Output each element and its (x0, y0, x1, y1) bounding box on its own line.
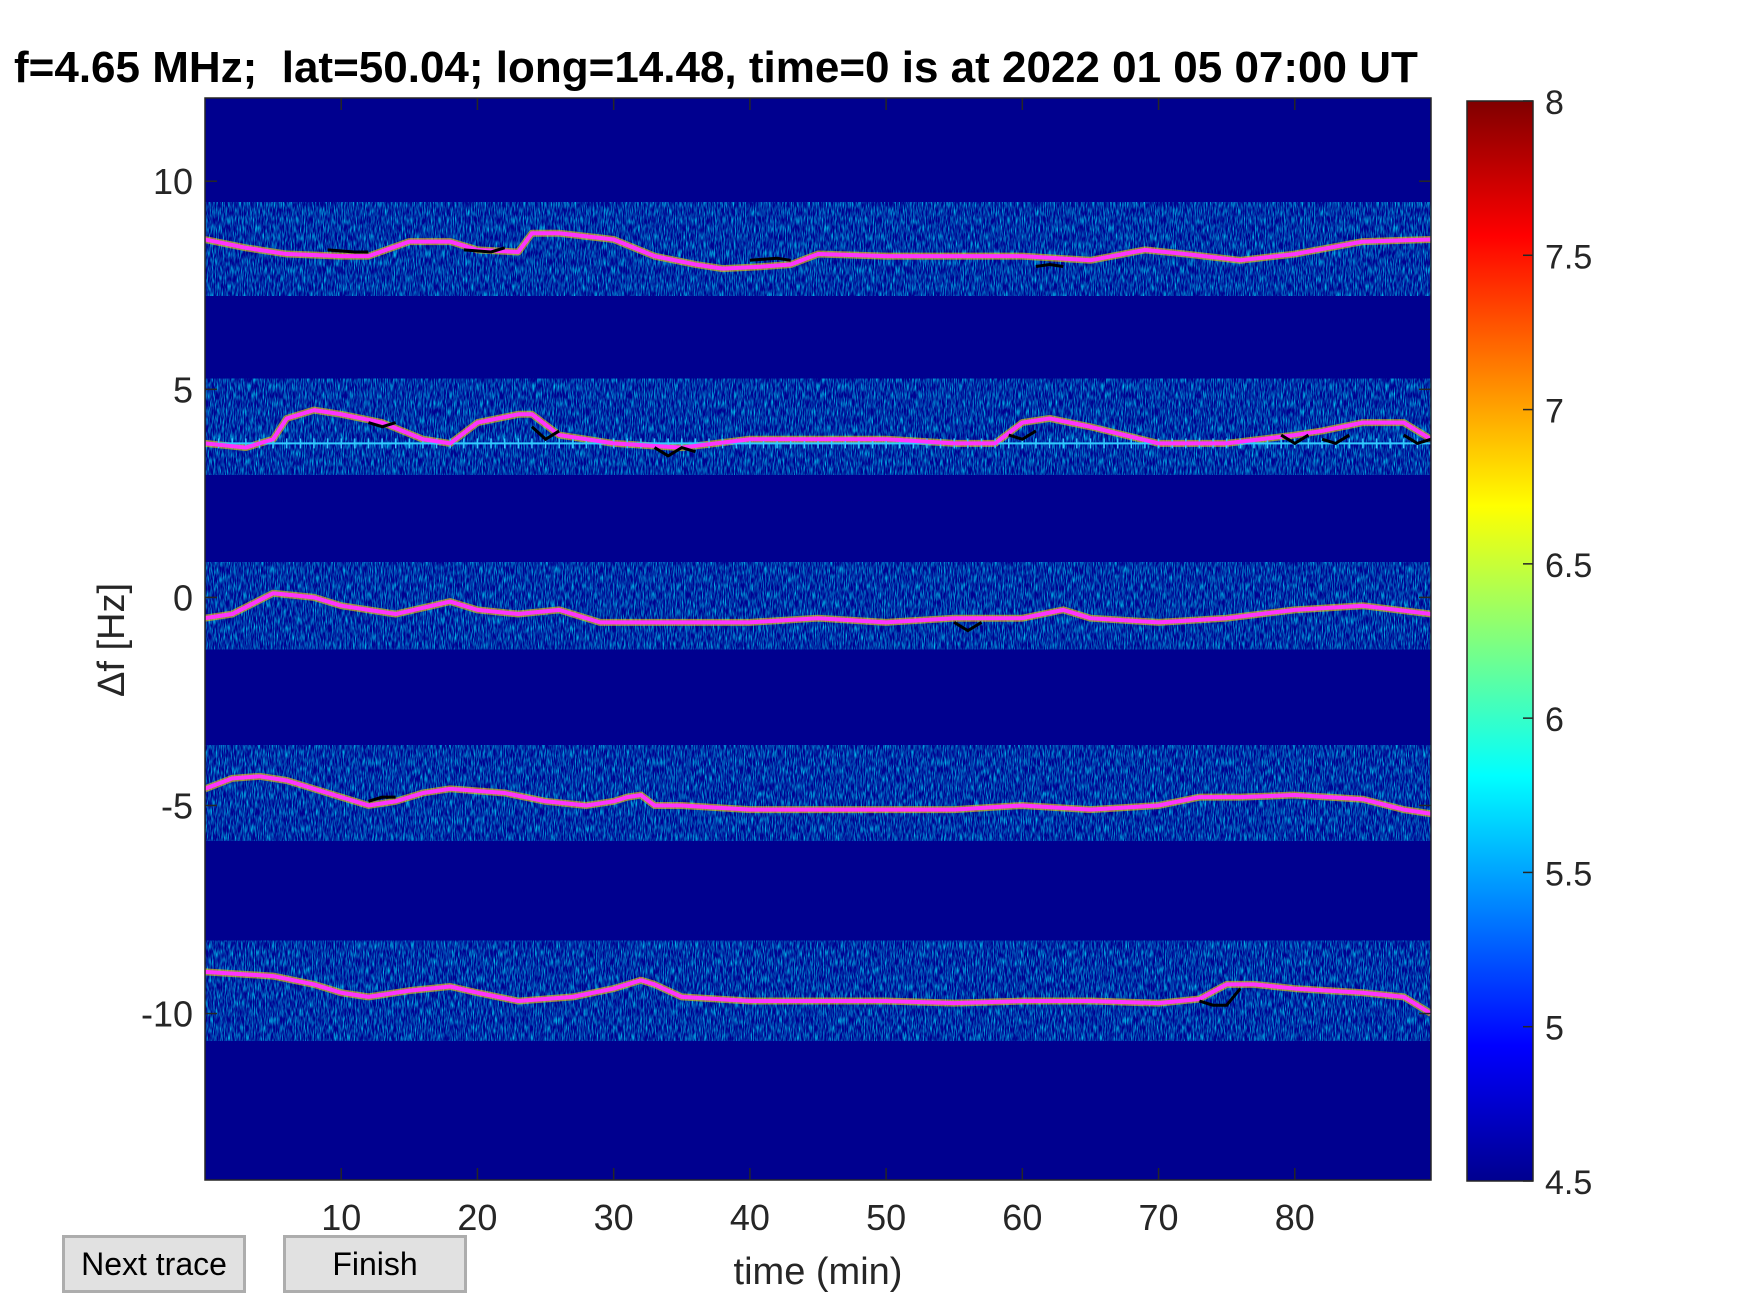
x-tick-label: 20 (457, 1197, 497, 1238)
x-tick-label: 30 (594, 1197, 634, 1238)
x-axis-label: time (min) (734, 1251, 903, 1293)
black-marker (953, 621, 983, 633)
x-tick-label: 80 (1275, 1197, 1315, 1238)
colorbar-tick-label: 7 (1545, 393, 1564, 431)
trace-line-2 (205, 408, 1431, 450)
y-axis-label: Δf [Hz] (91, 583, 133, 697)
y-tick-label: 10 (153, 161, 193, 202)
echo-band-noise (205, 202, 1431, 296)
black-marker (368, 421, 397, 429)
colorbar (1466, 100, 1534, 1182)
y-axis: -10 -5 0 5 10 (141, 161, 1431, 1035)
black-marker (1321, 433, 1351, 446)
echo-band-noise (205, 940, 1431, 1041)
colorbar-tick-label: 5.5 (1545, 855, 1592, 893)
colorbar-tick-label: 8 (1545, 84, 1564, 122)
x-tick-label: 60 (1002, 1197, 1042, 1238)
y-tick-label: -10 (141, 994, 193, 1035)
y-tick-label: 5 (173, 369, 193, 410)
black-marker (463, 246, 506, 254)
x-tick-label: 70 (1139, 1197, 1179, 1238)
black-marker (530, 425, 560, 442)
colorbar-tick-label: 4.5 (1545, 1164, 1592, 1202)
y-tick-label: 0 (173, 577, 193, 618)
trace-line-3 (205, 591, 1431, 625)
plot-frame (204, 97, 1432, 1181)
x-tick-label: 40 (730, 1197, 770, 1238)
black-marker (1198, 987, 1242, 1007)
black-marker (1280, 433, 1310, 446)
black-marker (749, 256, 791, 262)
plot-area (205, 202, 1431, 1041)
colorbar-tick-label: 6.5 (1545, 547, 1592, 585)
black-marker (653, 445, 696, 458)
trace-line-1 (205, 231, 1431, 271)
echo-band-noise (205, 378, 1431, 475)
black-marker (1008, 429, 1037, 441)
x-tick-label: 10 (321, 1197, 361, 1238)
trace-line-4 (205, 774, 1431, 816)
black-marker (327, 248, 369, 254)
echo-band-noise (205, 562, 1431, 650)
x-axis: 10 20 30 40 50 60 70 80 (321, 98, 1315, 1238)
black-marker (1402, 433, 1431, 446)
finish-button[interactable]: Finish (283, 1235, 467, 1293)
echo-band-noise (205, 745, 1431, 841)
next-trace-button[interactable]: Next trace (62, 1235, 246, 1293)
colorbar-tick-label: 7.5 (1545, 238, 1592, 276)
colorbar-axis: 4.5 5 5.5 6 6.5 7 7.5 8 (1523, 84, 1592, 1202)
black-marker (368, 795, 396, 803)
chart-title: f=4.65 MHz; lat=50.04; long=14.48, time=… (14, 43, 1418, 92)
x-tick-label: 50 (866, 1197, 906, 1238)
y-tick-label: -5 (161, 785, 193, 826)
colorbar-tick-label: 6 (1545, 701, 1564, 739)
colorbar-tick-label: 5 (1545, 1010, 1564, 1048)
black-marker (1035, 262, 1064, 269)
trace-line-5 (205, 969, 1431, 1016)
